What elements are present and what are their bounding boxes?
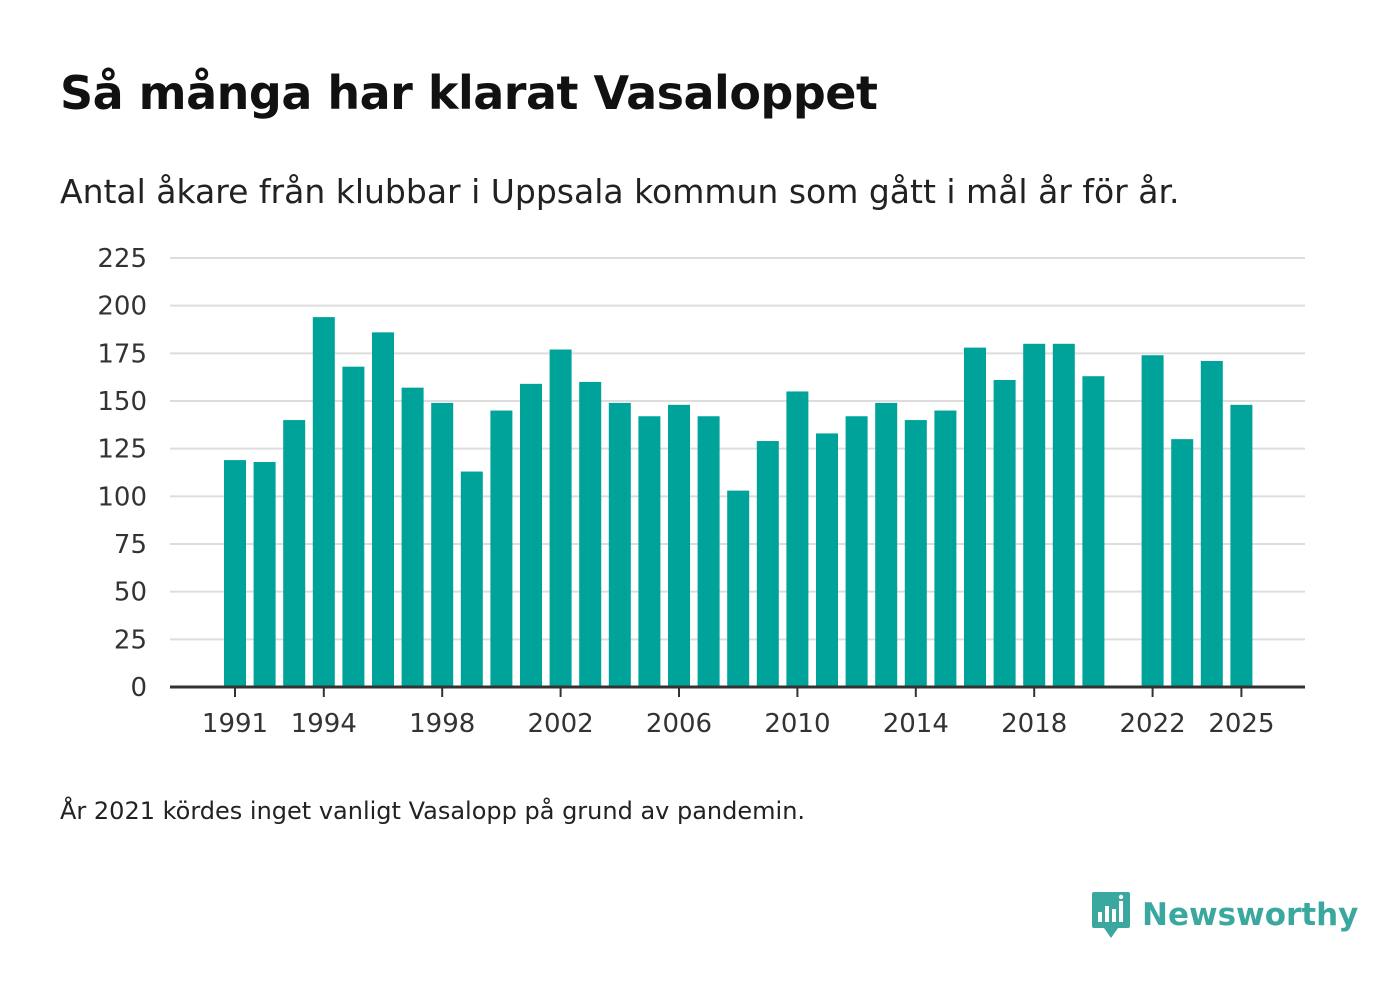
brand-name: Newsworthy bbox=[1142, 897, 1359, 933]
bar-1994 bbox=[312, 317, 335, 687]
x-tick-label: 2006 bbox=[646, 709, 712, 739]
bar-2004 bbox=[608, 402, 631, 687]
y-tick-label: 125 bbox=[97, 435, 147, 465]
x-tick-label: 2014 bbox=[883, 709, 949, 739]
bar-2005 bbox=[638, 416, 661, 687]
footnote: År 2021 kördes inget vanligt Vasalopp på… bbox=[60, 797, 806, 825]
bar-2024 bbox=[1200, 360, 1223, 687]
bars bbox=[224, 317, 1253, 687]
bar-2008 bbox=[727, 490, 750, 687]
x-tick-label: 1994 bbox=[291, 709, 357, 739]
bar-2006 bbox=[668, 404, 690, 687]
x-tick-label: 1991 bbox=[202, 709, 268, 739]
bar-2018 bbox=[1023, 343, 1046, 687]
bar-1995 bbox=[342, 366, 365, 687]
bar-2013 bbox=[875, 402, 898, 687]
bar-1991 bbox=[224, 460, 246, 687]
bar-2000 bbox=[490, 410, 513, 687]
bar-2017 bbox=[993, 380, 1016, 687]
x-tick-label: 2010 bbox=[764, 709, 830, 739]
chart-subtitle: Antal åkare från klubbar i Uppsala kommu… bbox=[60, 172, 1180, 211]
bar-2015 bbox=[934, 410, 957, 687]
bar-1997 bbox=[401, 387, 424, 687]
bar-2020 bbox=[1082, 376, 1105, 687]
x-tick-label: 2022 bbox=[1120, 709, 1186, 739]
bar-1993 bbox=[283, 420, 306, 687]
y-tick-label: 25 bbox=[114, 625, 147, 655]
bar-1998 bbox=[431, 402, 454, 687]
y-tick-label: 150 bbox=[97, 387, 147, 417]
bar-2016 bbox=[964, 347, 986, 687]
bar-2012 bbox=[845, 416, 868, 687]
y-tick-label: 50 bbox=[114, 578, 147, 608]
bar-2002 bbox=[549, 349, 572, 687]
bar-1992 bbox=[253, 462, 276, 687]
y-tick-label: 100 bbox=[97, 482, 147, 512]
x-tick-label: 2018 bbox=[1001, 709, 1067, 739]
y-axis-ticks: 0 25 50 75 100 125 150 175 200 225 bbox=[97, 244, 147, 703]
bar-1999 bbox=[460, 471, 483, 687]
bar-1996 bbox=[372, 332, 394, 687]
y-tick-label: 75 bbox=[114, 530, 147, 560]
bar-2003 bbox=[579, 381, 602, 687]
x-tick-label: 2002 bbox=[528, 709, 594, 739]
bar-2019 bbox=[1052, 343, 1075, 687]
y-tick-label: 0 bbox=[130, 673, 147, 703]
bar-2007 bbox=[697, 416, 720, 687]
x-axis-ticks: 1991 1994 1998 2002 2006 2010 2014 2018 2022 2025 bbox=[202, 687, 1274, 739]
bar-2022 bbox=[1141, 355, 1164, 687]
bar-2023 bbox=[1171, 439, 1194, 687]
bar-2009 bbox=[756, 441, 779, 687]
newsworthy-logo-icon bbox=[1092, 892, 1130, 938]
bar-2001 bbox=[520, 383, 542, 687]
bar-2010 bbox=[786, 391, 809, 687]
brand-logo[interactable]: Newsworthy bbox=[1090, 890, 1358, 940]
bar-2025 bbox=[1230, 404, 1253, 687]
bar-chart: 0 25 50 75 100 125 150 175 200 225 1991 1994 1998 20… bbox=[97, 244, 1305, 739]
x-tick-label: 1998 bbox=[409, 709, 475, 739]
y-tick-label: 200 bbox=[97, 292, 147, 322]
y-tick-label: 175 bbox=[97, 339, 147, 369]
bar-2011 bbox=[816, 433, 838, 687]
y-tick-label: 225 bbox=[97, 244, 147, 274]
page-title: Så många har klarat Vasaloppet bbox=[60, 66, 878, 120]
bar-2014 bbox=[904, 420, 927, 687]
x-tick-label: 2025 bbox=[1208, 709, 1274, 739]
